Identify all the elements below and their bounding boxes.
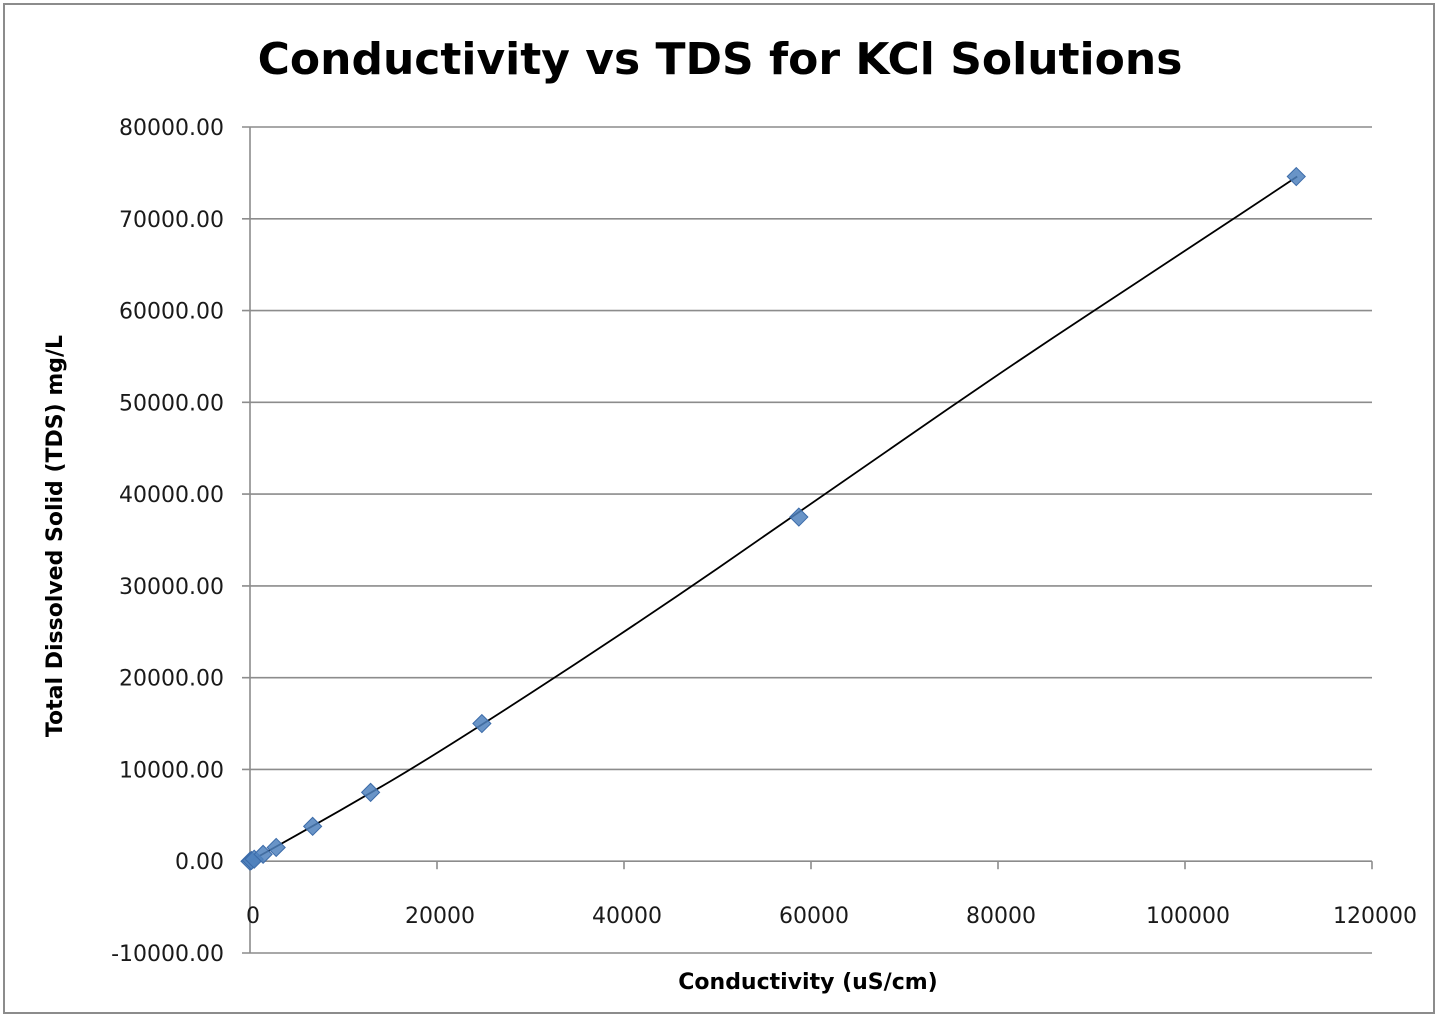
x-tick-label: 0 — [246, 904, 260, 929]
data-point-diamond — [253, 844, 273, 865]
y-tick-label: 70000.00 — [119, 208, 224, 233]
trendline-path — [249, 175, 1298, 863]
y-tick-label: 0.00 — [175, 850, 224, 875]
axes — [249, 127, 1373, 953]
x-axis-label: Conductivity (uS/cm) — [678, 970, 937, 995]
data-point-diamond — [302, 816, 323, 837]
x-tick-label: 80000 — [966, 904, 1036, 929]
data-point-diamond — [472, 713, 492, 734]
y-tick-labels: -10000.00 0.00 10000.00 20000.00 30000.00 400… — [111, 116, 224, 967]
y-tick-label: 80000.00 — [119, 116, 224, 141]
data-points — [240, 166, 1306, 871]
trendline — [249, 175, 1298, 863]
y-tick-label: 40000.00 — [119, 483, 224, 508]
y-axis-label: Total Dissolved Solid (TDS) mg/L — [43, 335, 68, 737]
x-tick-labels: 0 20000 40000 60000 80000 100000 120000 — [246, 904, 1417, 929]
data-point-diamond — [1286, 166, 1306, 187]
x-tick-label: 60000 — [779, 904, 849, 929]
data-point-diamond — [789, 507, 809, 527]
chart-title: Conductivity vs TDS for KCl Solutions — [258, 34, 1183, 85]
x-tick-label: 20000 — [405, 904, 475, 929]
y-tick-label: -10000.00 — [111, 942, 224, 967]
x-tick-label: 40000 — [592, 904, 662, 929]
gridlines — [242, 126, 1372, 954]
chart-frame — [3, 3, 1435, 1014]
x-tick-label: 100000 — [1146, 904, 1230, 929]
data-point-diamond — [266, 837, 286, 858]
y-tick-label: 20000.00 — [119, 667, 224, 692]
y-tick-label: 50000.00 — [119, 391, 224, 416]
x-tick-label: 120000 — [1333, 904, 1417, 929]
y-tick-label: 30000.00 — [119, 575, 224, 600]
y-tick-label: 60000.00 — [119, 300, 224, 325]
data-point-diamond — [360, 782, 381, 803]
y-tick-label: 10000.00 — [119, 758, 224, 783]
